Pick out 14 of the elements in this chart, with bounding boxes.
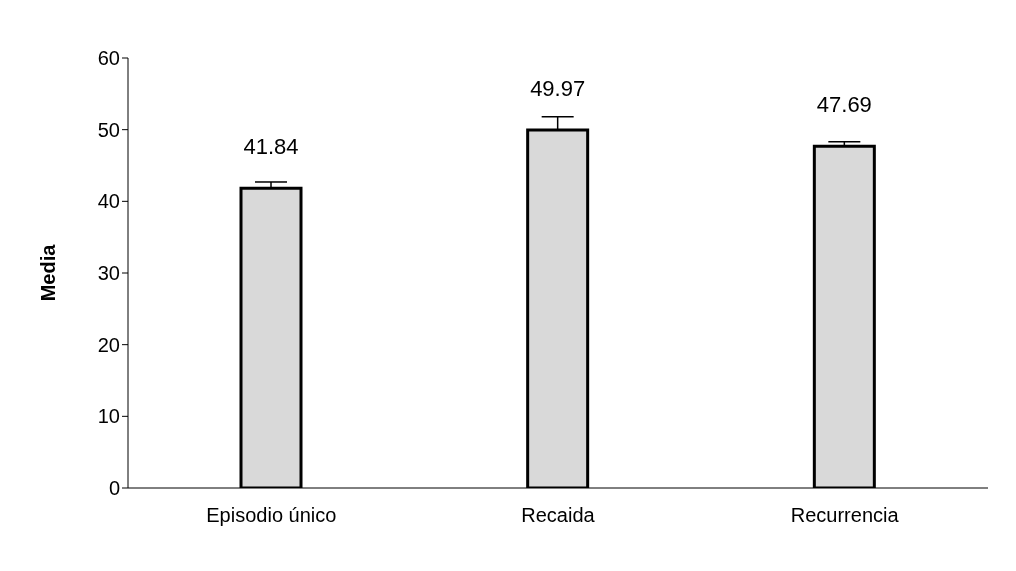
y-tick-label: 50 [97, 118, 120, 141]
y-axis-title: Media [37, 243, 60, 302]
y-tick-label: 10 [97, 405, 120, 428]
data-label: 41.84 [243, 134, 299, 160]
data-label: 49.97 [530, 75, 586, 101]
x-tick-label: Episodio único [206, 504, 337, 527]
y-tick-label: 20 [97, 333, 120, 356]
y-tick-label: 0 [108, 477, 120, 500]
data-label: 47.69 [816, 92, 872, 118]
y-tick-label: 60 [97, 47, 120, 70]
x-tick-label: Recaida [521, 504, 596, 527]
y-tick-label: 30 [97, 262, 120, 285]
y-tick-label: 40 [97, 190, 120, 213]
x-tick-label: Recurrencia [790, 504, 900, 527]
